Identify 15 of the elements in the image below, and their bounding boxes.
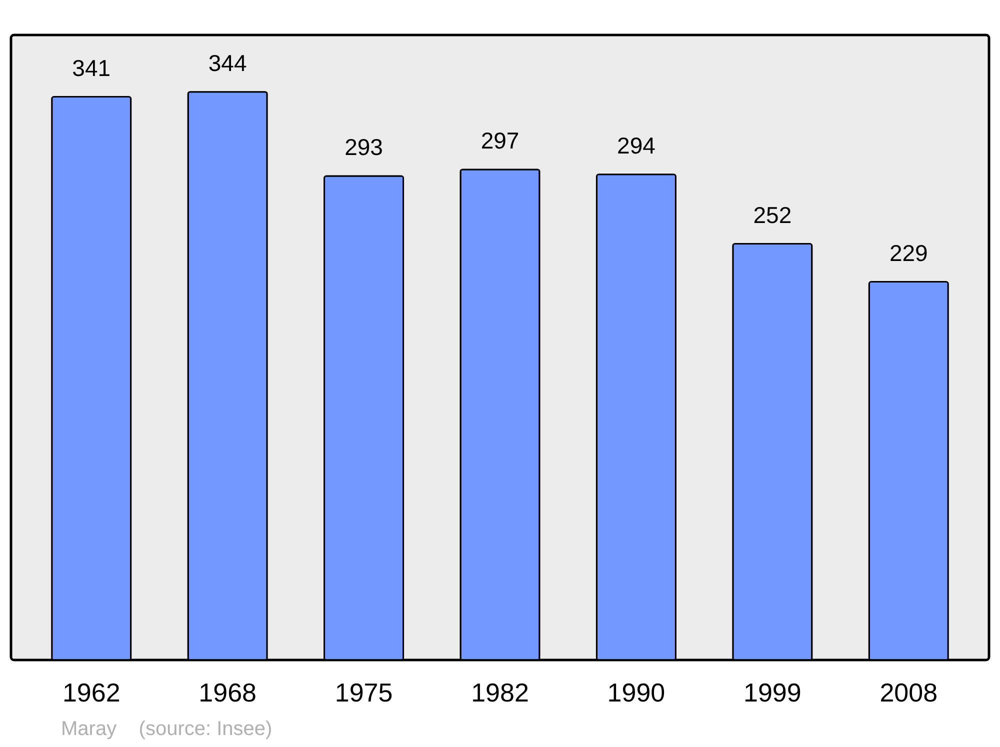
data-label: 297 xyxy=(480,127,520,154)
x-tick-label: 1999 xyxy=(744,678,802,708)
x-tick-label: 1962 xyxy=(62,678,120,708)
data-label: 344 xyxy=(208,50,247,76)
x-tick-label: 1990 xyxy=(607,678,666,708)
data-label: 341 xyxy=(72,54,111,81)
data-label: 294 xyxy=(617,132,656,158)
x-tick-label: 1968 xyxy=(198,678,256,708)
x-tick-label: 1975 xyxy=(334,678,393,708)
text: Maray (source: Insee) xyxy=(61,718,272,741)
data-label: 293 xyxy=(344,134,383,160)
x-tick-label: 1982 xyxy=(471,678,529,708)
data-label: 229 xyxy=(889,240,928,266)
data-label: 252 xyxy=(753,202,792,228)
x-tick-label: 2008 xyxy=(880,678,938,708)
